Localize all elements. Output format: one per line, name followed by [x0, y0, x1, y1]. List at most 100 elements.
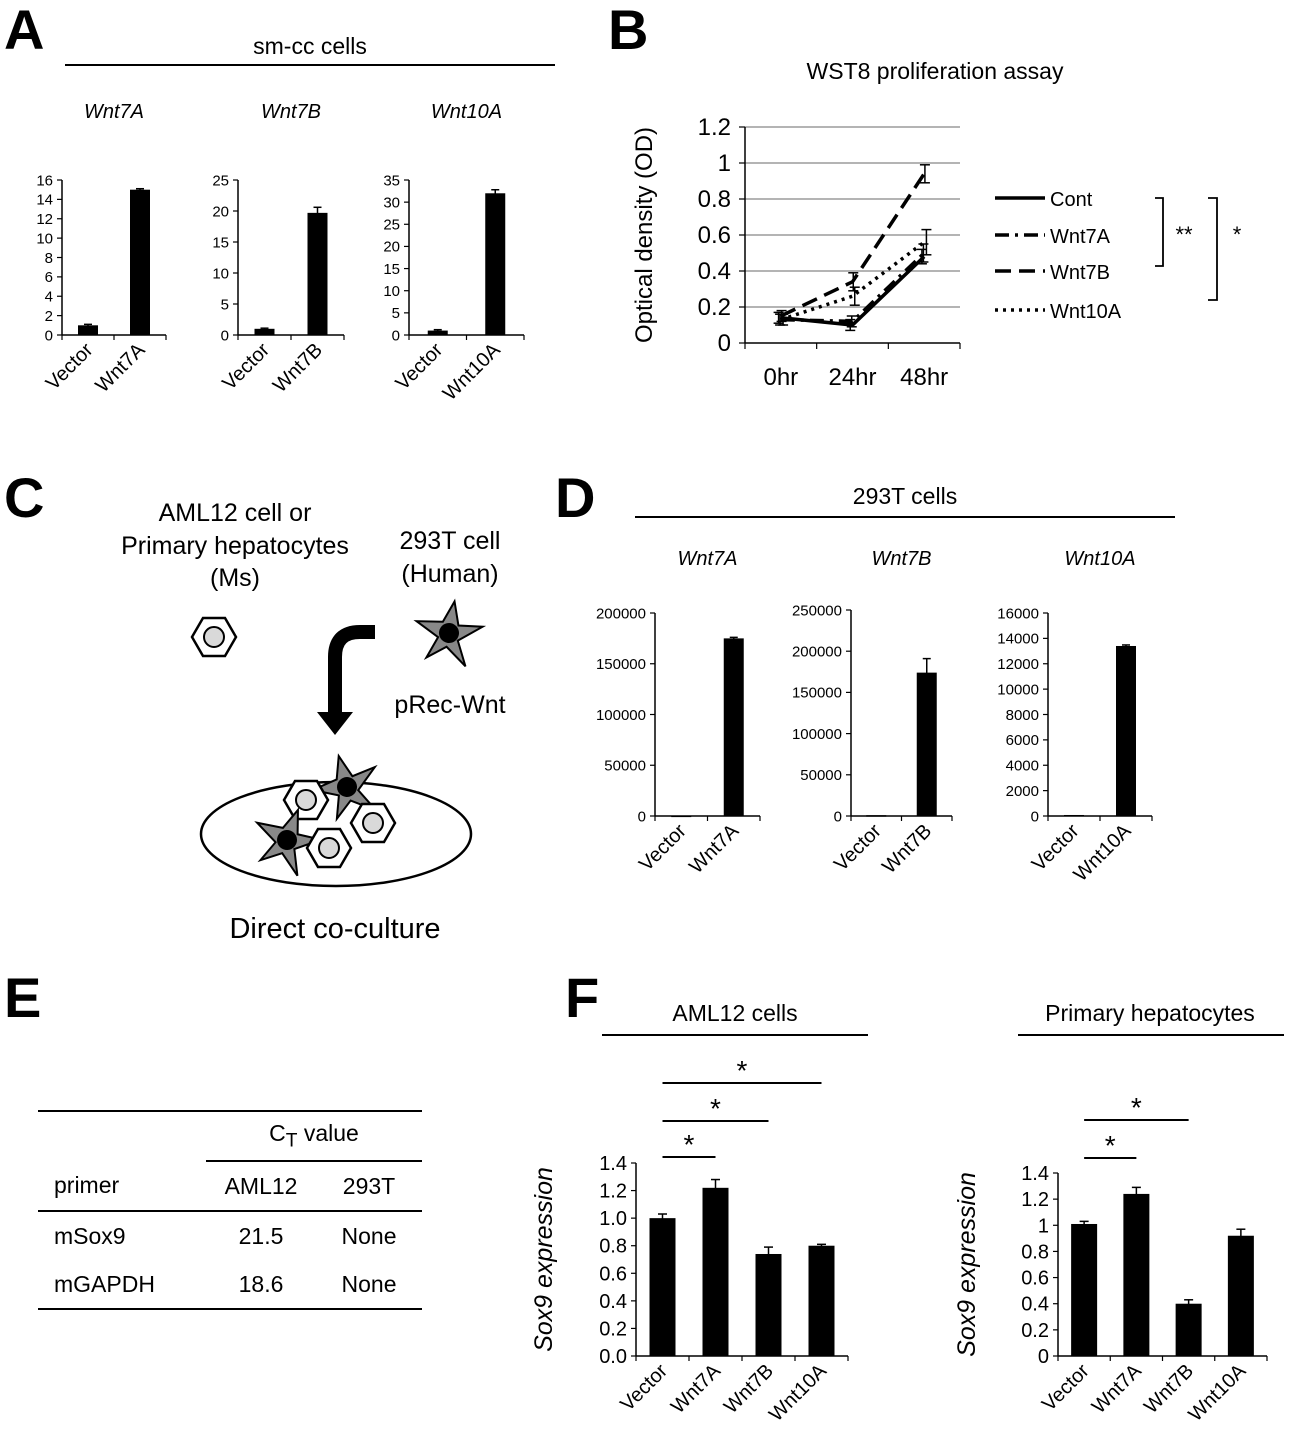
bar	[307, 212, 328, 335]
series-line-wnt10a	[780, 240, 926, 322]
y-tick-label: 0	[638, 808, 646, 825]
y-tick-label: 2	[45, 308, 53, 325]
y-tick-label: 1.2	[698, 114, 731, 141]
y-tick-label: 16	[36, 172, 53, 189]
bar	[1123, 1193, 1150, 1356]
y-tick-label: 15	[383, 261, 400, 278]
y-tick-label: 50000	[800, 767, 842, 784]
x-tick-label: 24hr	[828, 364, 876, 391]
y-tick-label: 200000	[596, 605, 646, 622]
ct-value-header: CT value	[206, 1110, 422, 1161]
bar	[1071, 1223, 1098, 1356]
y-tick-label: 1	[1038, 1215, 1049, 1237]
y-tick-label: 10	[383, 283, 400, 300]
table-cell: None	[316, 1210, 422, 1260]
x-tick-label: Wnt7A	[1088, 1360, 1146, 1418]
significance-bracket	[1208, 197, 1218, 301]
y-tick-label: 1.4	[1021, 1163, 1049, 1185]
y-tick-label: 16000	[997, 605, 1039, 622]
y-tick-label: 10	[36, 230, 53, 247]
arrow-icon	[328, 625, 375, 715]
y-tick-label: 0.2	[698, 294, 731, 321]
y-tick-label: 0.4	[1021, 1294, 1049, 1316]
x-tick-label: Vector	[218, 339, 274, 395]
bar	[485, 193, 506, 335]
y-tick-label: 0.8	[599, 1236, 627, 1258]
y-tick-label: 1.2	[599, 1181, 627, 1203]
y-axis-label: Sox9 expression	[530, 1167, 558, 1352]
bar	[808, 1245, 835, 1356]
significance-marker: **	[1175, 222, 1193, 247]
panel-b-title: WST8 proliferation assay	[806, 58, 1064, 84]
panel-d-title: 293T cells	[852, 483, 958, 509]
y-tick-label: 10	[212, 265, 229, 282]
y-tick-label: 4	[45, 289, 53, 306]
mouse-hepatocyte-icon	[305, 827, 353, 869]
y-tick-label: 30	[383, 194, 400, 211]
bar	[1116, 645, 1136, 816]
bar	[702, 1187, 729, 1356]
panel-label-d: D	[555, 466, 596, 529]
table-cell: 21.5	[206, 1210, 316, 1260]
y-tick-label: 0	[1038, 1346, 1049, 1368]
y-tick-label: 0.8	[698, 186, 731, 213]
panel-label-c: C	[4, 466, 45, 529]
x-tick-label: Wnt7B	[269, 339, 327, 397]
y-tick-label: 25	[212, 172, 229, 189]
y-tick-label: 1	[718, 150, 731, 177]
x-tick-label: Vector	[1038, 1360, 1094, 1416]
bar	[723, 638, 744, 816]
x-tick-label: Wnt7A	[685, 820, 743, 878]
y-tick-label: 0	[1031, 808, 1039, 825]
bar	[755, 1253, 782, 1356]
bar	[130, 189, 150, 335]
chart-title: Wnt7A	[677, 548, 737, 570]
vector-label: pRec-Wnt	[394, 691, 506, 719]
x-tick-label: 0hr	[763, 364, 798, 391]
x-tick-label: Wnt10A	[1185, 1360, 1251, 1426]
y-tick-label: 200000	[792, 643, 842, 660]
panel-a-title: sm-cc cells	[253, 33, 367, 59]
chart-title: Wnt10A	[1064, 548, 1135, 570]
y-tick-label: 35	[383, 172, 400, 189]
y-tick-label: 5	[221, 296, 229, 313]
y-tick-label: 0.8	[1021, 1241, 1049, 1263]
table-cell: None	[316, 1260, 422, 1310]
y-tick-label: 14000	[997, 631, 1039, 648]
panel-f-title-right: Primary hepatocytes	[1045, 1000, 1255, 1026]
bar-chart-F1: 0.00.20.40.60.81.01.21.4VectorWnt7AWnt7B…	[530, 1055, 849, 1426]
bar-chart-D2: 050000100000150000200000250000VectorWnt7…	[792, 548, 953, 878]
y-tick-label: 100000	[596, 707, 646, 724]
y-tick-label: 0	[392, 327, 400, 344]
y-tick-label: 150000	[792, 685, 842, 702]
x-tick-label: Vector	[635, 820, 691, 876]
significance-marker: *	[1131, 1092, 1142, 1123]
chart-title: Wnt7A	[84, 101, 144, 123]
legend-label: Wnt10A	[1050, 301, 1122, 323]
legend-label: Wnt7B	[1050, 262, 1110, 284]
chart-title: Wnt7B	[261, 101, 321, 123]
x-tick-label: Wnt10A	[439, 339, 505, 405]
bar	[671, 815, 692, 818]
significance-marker: *	[684, 1129, 695, 1160]
y-tick-label: 14	[36, 192, 53, 209]
line-chart-B: 0 0.2 0.4 0.6 0.8 1 1.2 0hr 24hr 48hr Optical dens…	[631, 114, 1242, 391]
significance-bracket	[1155, 197, 1164, 267]
y-tick-label: 8000	[1006, 707, 1039, 724]
table-cell: 18.6	[206, 1260, 316, 1310]
chart-title: Wnt10A	[431, 101, 502, 123]
y-tick-label: 2000	[1006, 783, 1039, 800]
y-tick-label: 0.6	[1021, 1268, 1049, 1290]
x-tick-label: Wnt10A	[765, 1360, 831, 1426]
x-tick-label: Wnt10A	[1070, 820, 1136, 886]
panel-label-b: B	[608, 0, 649, 61]
y-tick-label: 0	[221, 327, 229, 344]
y-tick-label: 0.4	[698, 258, 731, 285]
y-axis-label: Sox9 expression	[953, 1172, 981, 1357]
y-axis-label: Optical density (OD)	[631, 127, 658, 343]
left-cell-label: AML12 cell or Primary hepatocytes (Ms)	[121, 499, 349, 592]
y-tick-label: 0.6	[599, 1263, 627, 1285]
